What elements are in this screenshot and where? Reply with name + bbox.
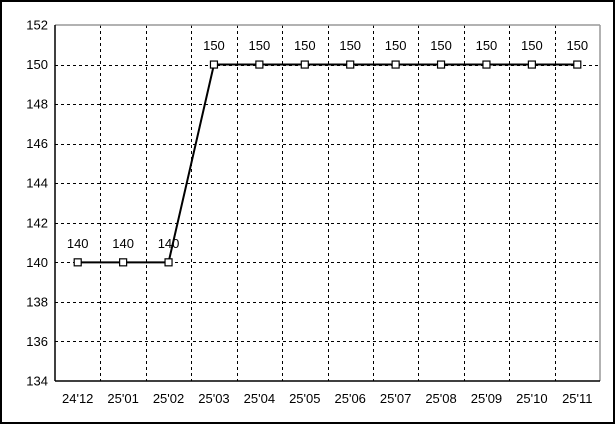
x-axis-tick-label: 24'12 <box>62 391 93 406</box>
x-axis-tick-label: 25'05 <box>289 391 320 406</box>
data-point-label: 140 <box>67 236 89 251</box>
data-point-marker <box>482 60 491 69</box>
data-point-marker <box>209 60 219 69</box>
x-axis-tick-label: 25'08 <box>425 391 456 406</box>
y-axis-tick-label: 138 <box>26 294 48 309</box>
data-point-marker <box>573 60 582 69</box>
y-axis-tick-label: 148 <box>26 97 48 112</box>
data-point-marker <box>164 258 173 267</box>
data-point-label: 140 <box>158 236 180 251</box>
data-point-marker <box>255 60 264 69</box>
data-point-label: 150 <box>339 38 361 53</box>
y-axis-tick-label: 134 <box>26 374 48 389</box>
x-axis-tick-label: 25'09 <box>471 391 502 406</box>
data-point-marker <box>346 60 355 69</box>
x-axis-tick-label: 25'11 <box>562 391 592 406</box>
y-axis-tick-label: 136 <box>26 334 48 349</box>
data-point-marker <box>119 258 128 267</box>
x-axis-tick-label: 25'06 <box>335 391 366 406</box>
x-axis-tick-label: 25'02 <box>153 391 184 406</box>
y-axis-tick-label: 140 <box>26 255 48 270</box>
data-point-marker <box>436 60 446 69</box>
data-point-label: 150 <box>385 38 407 53</box>
x-axis-tick-label: 25'03 <box>198 391 229 406</box>
data-point-label: 150 <box>521 38 543 53</box>
data-line <box>77 63 578 264</box>
x-axis-tick-label: 25'04 <box>244 391 275 406</box>
data-point-label: 150 <box>203 38 225 53</box>
data-point-marker <box>391 60 400 69</box>
x-axis-tick-label: 25'01 <box>107 391 138 406</box>
x-axis-tick-label: 25'07 <box>380 391 411 406</box>
data-point-marker <box>73 258 82 267</box>
y-axis-tick-label: 150 <box>26 57 48 72</box>
data-point-label: 150 <box>430 38 452 53</box>
data-point-label: 150 <box>476 38 498 53</box>
data-point-label: 140 <box>112 236 134 251</box>
data-point-label: 150 <box>566 38 588 53</box>
y-axis-tick-label: 152 <box>26 18 48 33</box>
data-point-label: 150 <box>249 38 271 53</box>
y-axis-tick-label: 142 <box>26 215 48 230</box>
data-point-marker <box>300 60 309 69</box>
data-point-marker <box>527 60 536 69</box>
y-axis-tick-label: 146 <box>26 136 48 151</box>
data-point-label: 150 <box>294 38 316 53</box>
x-axis-tick-label: 25'10 <box>516 391 547 406</box>
y-axis-tick-label: 144 <box>26 176 48 191</box>
